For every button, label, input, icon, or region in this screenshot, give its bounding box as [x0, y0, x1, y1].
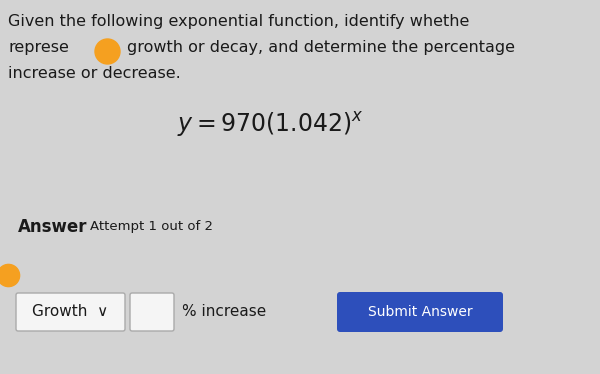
Text: Attempt 1 out of 2: Attempt 1 out of 2	[90, 220, 213, 233]
Text: Given the following exponential function, identify whethe: Given the following exponential function…	[8, 14, 469, 29]
Text: represe: represe	[8, 40, 69, 55]
FancyBboxPatch shape	[16, 293, 125, 331]
Text: increase or decrease.: increase or decrease.	[8, 66, 181, 81]
Text: Answer: Answer	[18, 218, 88, 236]
FancyBboxPatch shape	[130, 293, 174, 331]
Text: $y = 970(1.042)^{x}$: $y = 970(1.042)^{x}$	[176, 110, 364, 139]
Text: Growth  ∨: Growth ∨	[32, 304, 109, 319]
Text: Submit Answer: Submit Answer	[368, 305, 472, 319]
FancyBboxPatch shape	[337, 292, 503, 332]
Text: % increase: % increase	[182, 304, 266, 319]
Text: growth or decay, and determine the percentage: growth or decay, and determine the perce…	[127, 40, 515, 55]
